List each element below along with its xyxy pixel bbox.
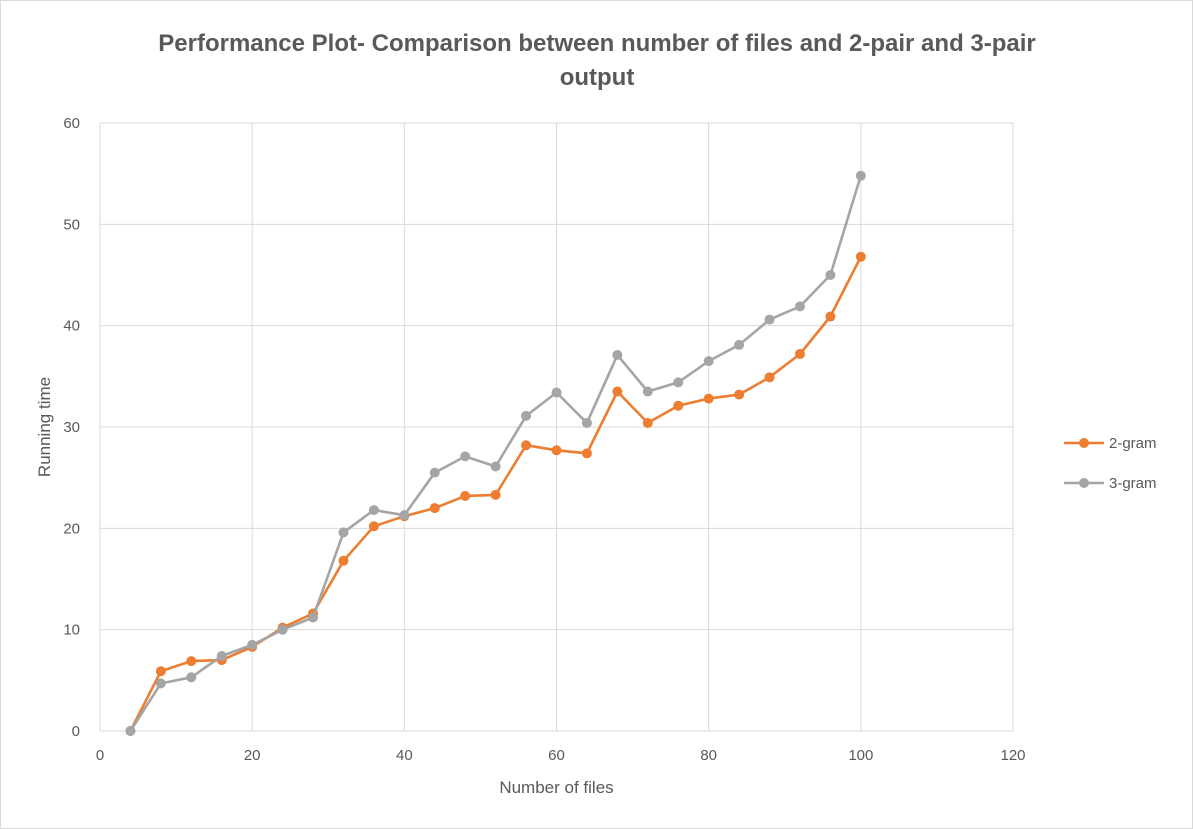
data-point: [642, 386, 653, 397]
x-tick-label: 120: [1000, 747, 1025, 764]
data-point: [794, 349, 805, 360]
data-point: [125, 726, 136, 736]
y-tick-label: 0: [72, 723, 80, 740]
data-point: [703, 356, 714, 367]
data-point: [429, 467, 440, 478]
data-point: [734, 389, 745, 400]
data-point: [581, 448, 592, 459]
data-point: [399, 510, 410, 521]
chart-title-line-2: output: [559, 64, 635, 91]
data-point: [581, 417, 592, 428]
legend-swatch-marker: [1079, 478, 1089, 488]
gridlines: [99, 122, 1014, 732]
y-tick-label: 40: [63, 318, 80, 335]
data-point: [308, 612, 319, 623]
data-point: [490, 461, 501, 472]
legend: 2-gram 3-gram: [1064, 435, 1157, 492]
data-point: [764, 314, 775, 325]
y-tick-label: 30: [63, 419, 80, 436]
x-tick-label: 0: [96, 747, 104, 764]
x-tick-label: 60: [548, 747, 565, 764]
x-tick-label: 20: [244, 747, 261, 764]
data-point: [794, 301, 805, 312]
y-tick-label: 10: [63, 622, 80, 639]
series-2-gram: [125, 251, 866, 736]
data-point: [216, 651, 227, 662]
data-series: [125, 170, 866, 736]
data-point: [642, 417, 653, 428]
y-axis-title: Running time: [35, 377, 54, 477]
data-point: [521, 410, 532, 421]
x-axis-title: Number of files: [499, 778, 613, 797]
data-point: [368, 521, 379, 532]
data-point: [186, 672, 197, 683]
data-point: [825, 270, 836, 280]
data-point: [460, 490, 471, 501]
data-point: [551, 387, 562, 398]
data-point: [703, 393, 714, 404]
series-line: [129, 175, 863, 732]
chart-title-line-1: Performance Plot- Comparison between num…: [158, 30, 1036, 57]
data-point: [338, 555, 349, 566]
data-point: [734, 339, 745, 350]
data-point: [277, 624, 288, 635]
data-point: [825, 311, 836, 322]
data-point: [368, 505, 379, 516]
data-point: [764, 372, 775, 383]
tick-labels: 0 10 20 30 40 50 60 0 20 40 60 80 100 120: [63, 115, 1025, 764]
data-point: [429, 503, 440, 514]
y-tick-label: 60: [63, 115, 80, 132]
data-point: [338, 527, 349, 538]
data-point: [551, 445, 562, 456]
data-point: [612, 386, 623, 397]
data-point: [612, 350, 623, 361]
data-point: [155, 666, 166, 677]
legend-swatch-marker: [1079, 438, 1089, 448]
data-point: [673, 400, 684, 411]
data-point: [186, 656, 197, 667]
y-tick-label: 20: [63, 520, 80, 537]
x-tick-label: 40: [396, 747, 413, 764]
data-point: [460, 451, 471, 462]
legend-item: 2-gram: [1064, 435, 1157, 452]
series-3-gram: [125, 170, 866, 736]
x-tick-label: 80: [700, 747, 717, 764]
legend-label: 3-gram: [1109, 475, 1157, 492]
x-tick-label: 100: [848, 747, 873, 764]
data-point: [521, 440, 532, 451]
data-point: [855, 170, 866, 181]
data-point: [247, 639, 258, 650]
data-point: [155, 678, 166, 689]
legend-label: 2-gram: [1109, 435, 1157, 452]
data-point: [673, 377, 684, 388]
legend-item: 3-gram: [1064, 475, 1157, 492]
data-point: [855, 251, 866, 262]
data-point: [490, 489, 501, 500]
y-tick-label: 50: [63, 216, 80, 233]
